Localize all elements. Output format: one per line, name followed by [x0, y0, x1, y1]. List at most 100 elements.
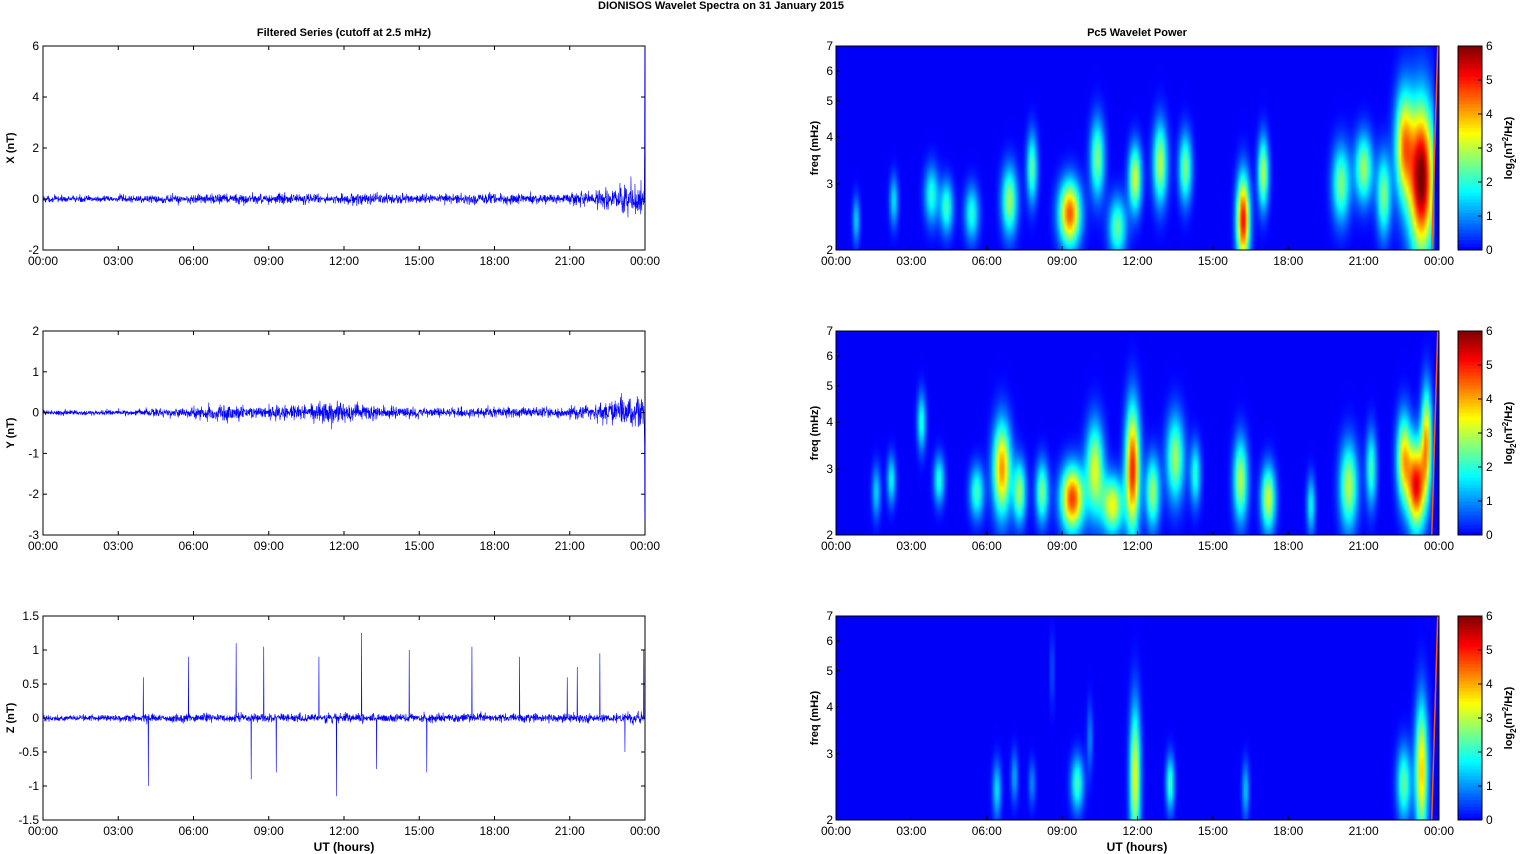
- colorbar-band: [1458, 470, 1482, 475]
- colorbar-band: [1458, 46, 1482, 50]
- colorbar-band: [1458, 354, 1482, 359]
- colorbar-band: [1458, 704, 1482, 709]
- y-tick-label: -2: [28, 243, 39, 257]
- colorbar-label-part: 2: [1501, 706, 1510, 711]
- x-tick-label: 18:00: [479, 539, 509, 553]
- colorbar-band: [1458, 789, 1482, 794]
- colorbar-band: [1458, 728, 1482, 733]
- colorbar-band: [1458, 735, 1482, 739]
- colorbar-band: [1458, 49, 1482, 54]
- y-tick-label: -1: [28, 446, 39, 460]
- colorbar-band: [1458, 378, 1482, 383]
- colorbar-tick-label: 1: [1486, 209, 1493, 223]
- x-tick-label: 09:00: [1047, 824, 1077, 838]
- colorbar-band: [1458, 239, 1482, 244]
- x-tick-label: 00:00: [28, 824, 58, 838]
- colorbar-label-part: (nT: [1503, 711, 1515, 728]
- x-tick-label: 00:00: [1424, 539, 1454, 553]
- x-tick-label: 12:00: [1122, 254, 1152, 268]
- y-tick-label: -0.5: [18, 745, 39, 759]
- x-tick-label: 00:00: [28, 539, 58, 553]
- colorbar-tick-label: 3: [1486, 711, 1493, 725]
- y-tick-label: 0: [32, 406, 39, 420]
- colorbar-label-part: log: [1503, 163, 1515, 180]
- colorbar-band: [1458, 633, 1482, 637]
- colorbar-band: [1458, 246, 1482, 251]
- colorbar-band: [1458, 755, 1482, 760]
- colorbar-band: [1458, 365, 1482, 369]
- series-panel-3: 00:00 03:00 06:00 09:00 12:00 15:00 18:00 21:00…: [5, 609, 660, 838]
- x-tick-label: 03:00: [103, 254, 133, 268]
- colorbar-band: [1458, 619, 1482, 624]
- colorbar-tick-label: 2: [1486, 745, 1493, 759]
- colorbar-tick-label: 3: [1486, 426, 1493, 440]
- x-tick-label: 03:00: [896, 824, 926, 838]
- y-tick-label: -3: [28, 528, 39, 542]
- y-axis-label: freq (mHz): [809, 405, 821, 460]
- colorbar-band: [1458, 443, 1482, 448]
- x-tick-label: 00:00: [630, 539, 660, 553]
- colorbar-band: [1458, 358, 1482, 363]
- colorbar-band: [1458, 331, 1482, 335]
- x-tick-label: 15:00: [404, 824, 434, 838]
- y-tick-label: 2: [826, 813, 833, 827]
- colorbar-band: [1458, 229, 1482, 234]
- colorbar-band: [1458, 165, 1482, 169]
- x-tick-label: 15:00: [404, 539, 434, 553]
- colorbar-band: [1458, 701, 1482, 705]
- y-tick-label: 6: [826, 634, 833, 648]
- colorbar-band: [1458, 731, 1482, 736]
- x-tick-label: 00:00: [630, 824, 660, 838]
- wavelet-panel-2: 00:00 03:00 06:00 09:00 12:00 15:00 18:00 21:00…: [809, 324, 1518, 553]
- colorbar-label-part: log: [1503, 733, 1515, 750]
- x-tick-label: 21:00: [555, 254, 585, 268]
- x-tick-label: 12:00: [329, 254, 359, 268]
- colorbar-band: [1458, 718, 1482, 722]
- x-tick-label: 12:00: [1122, 539, 1152, 553]
- colorbar-band: [1458, 348, 1482, 352]
- x-tick-label: 06:00: [178, 539, 208, 553]
- colorbar-band: [1458, 673, 1482, 678]
- y-tick-label: 6: [826, 349, 833, 363]
- colorbar-label-part: 2: [1501, 136, 1510, 141]
- colorbar-label-part: 2: [1509, 728, 1518, 733]
- x-tick-label: 21:00: [1349, 254, 1379, 268]
- colorbar-band: [1458, 337, 1482, 342]
- y-tick-label: 2: [826, 243, 833, 257]
- edge-line: [1430, 330, 1439, 536]
- colorbar-band: [1458, 433, 1482, 437]
- colorbar-band: [1458, 402, 1482, 407]
- colorbar-band: [1458, 385, 1482, 390]
- x-tick-label: 03:00: [896, 539, 926, 553]
- plot-area: [42, 330, 646, 536]
- colorbar-band: [1458, 175, 1482, 180]
- y-tick-label: 1.5: [22, 609, 39, 623]
- y-tick-label: -2: [28, 487, 39, 501]
- colorbar-band: [1458, 436, 1482, 441]
- x-tick-label: 21:00: [1349, 824, 1379, 838]
- colorbar-band: [1458, 205, 1482, 210]
- colorbar-band: [1458, 758, 1482, 763]
- colorbar-band: [1458, 786, 1482, 790]
- wavelet-power-heatmap: [836, 331, 1439, 535]
- x-tick-label: 21:00: [555, 824, 585, 838]
- colorbar-band: [1458, 660, 1482, 665]
- colorbar-band: [1458, 528, 1482, 533]
- colorbar-band: [1458, 226, 1482, 231]
- colorbar-band: [1458, 484, 1482, 488]
- colorbar-band: [1458, 809, 1482, 814]
- x-tick-label: 18:00: [479, 824, 509, 838]
- colorbar-label: log2(nT2/Hz): [1501, 116, 1518, 179]
- x-axis-label-right: UT (hours): [1107, 840, 1168, 854]
- colorbar-band: [1458, 52, 1482, 57]
- y-tick-label: 0: [32, 192, 39, 206]
- x-tick-label: 00:00: [821, 539, 851, 553]
- plot-area: [42, 45, 646, 251]
- colorbar-band: [1458, 137, 1482, 142]
- x-tick-label: 18:00: [1273, 824, 1303, 838]
- colorbar-band: [1458, 467, 1482, 471]
- colorbar-band: [1458, 69, 1482, 74]
- colorbar-band: [1458, 738, 1482, 743]
- colorbar-band: [1458, 429, 1482, 434]
